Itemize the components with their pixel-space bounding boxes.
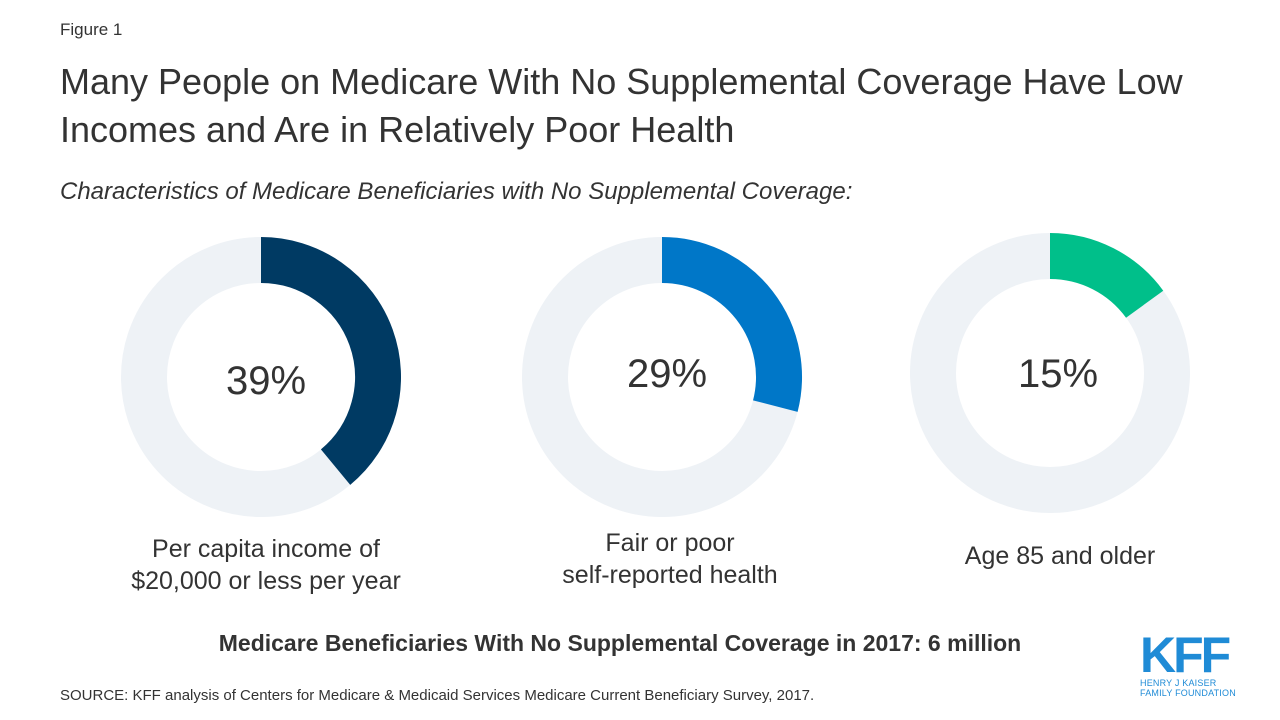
page-title: Many People on Medicare With No Suppleme… (60, 61, 1183, 150)
caption-age: Age 85 and older (890, 540, 1230, 572)
donut-chart-age: 15% (910, 233, 1190, 513)
donut-chart-health: 29% (522, 237, 802, 517)
caption-health-line2: self-reported health (562, 561, 778, 589)
caption-health: Fair or poor self-reported health (500, 527, 840, 591)
figure-label: Figure 1 (60, 20, 123, 39)
logo-line-2: FAMILY FOUNDATION (1140, 688, 1236, 698)
donut-segment-health (661, 237, 802, 412)
donut-value-age: 15% (1018, 352, 1098, 396)
caption-income-line2: $20,000 or less per year (131, 567, 401, 595)
caption-income-line1: Per capita income of (152, 535, 380, 563)
caption-income: Per capita income of $20,000 or less per… (96, 533, 436, 597)
donut-value-health: 29% (627, 352, 707, 396)
donut-segment-age (1049, 233, 1164, 319)
caption-health-line1: Fair or poor (605, 529, 735, 557)
kff-logo: KFF HENRY J KAISER FAMILY FOUNDATION (1140, 627, 1240, 698)
logo-line-1: HENRY J KAISER (1140, 678, 1217, 688)
logo-mark: KFF (1140, 627, 1231, 683)
footer-title: Medicare Beneficiaries With No Supplemen… (218, 630, 1022, 656)
donut-value-income: 39% (226, 359, 306, 403)
caption-age-line1: Age 85 and older (964, 542, 1156, 570)
chart-subtitle: Characteristics of Medicare Beneficiarie… (60, 178, 853, 205)
donut-segment-income (260, 237, 401, 485)
donut-chart-income: 39% (121, 237, 401, 517)
source-note: SOURCE: KFF analysis of Centers for Medi… (60, 687, 815, 704)
